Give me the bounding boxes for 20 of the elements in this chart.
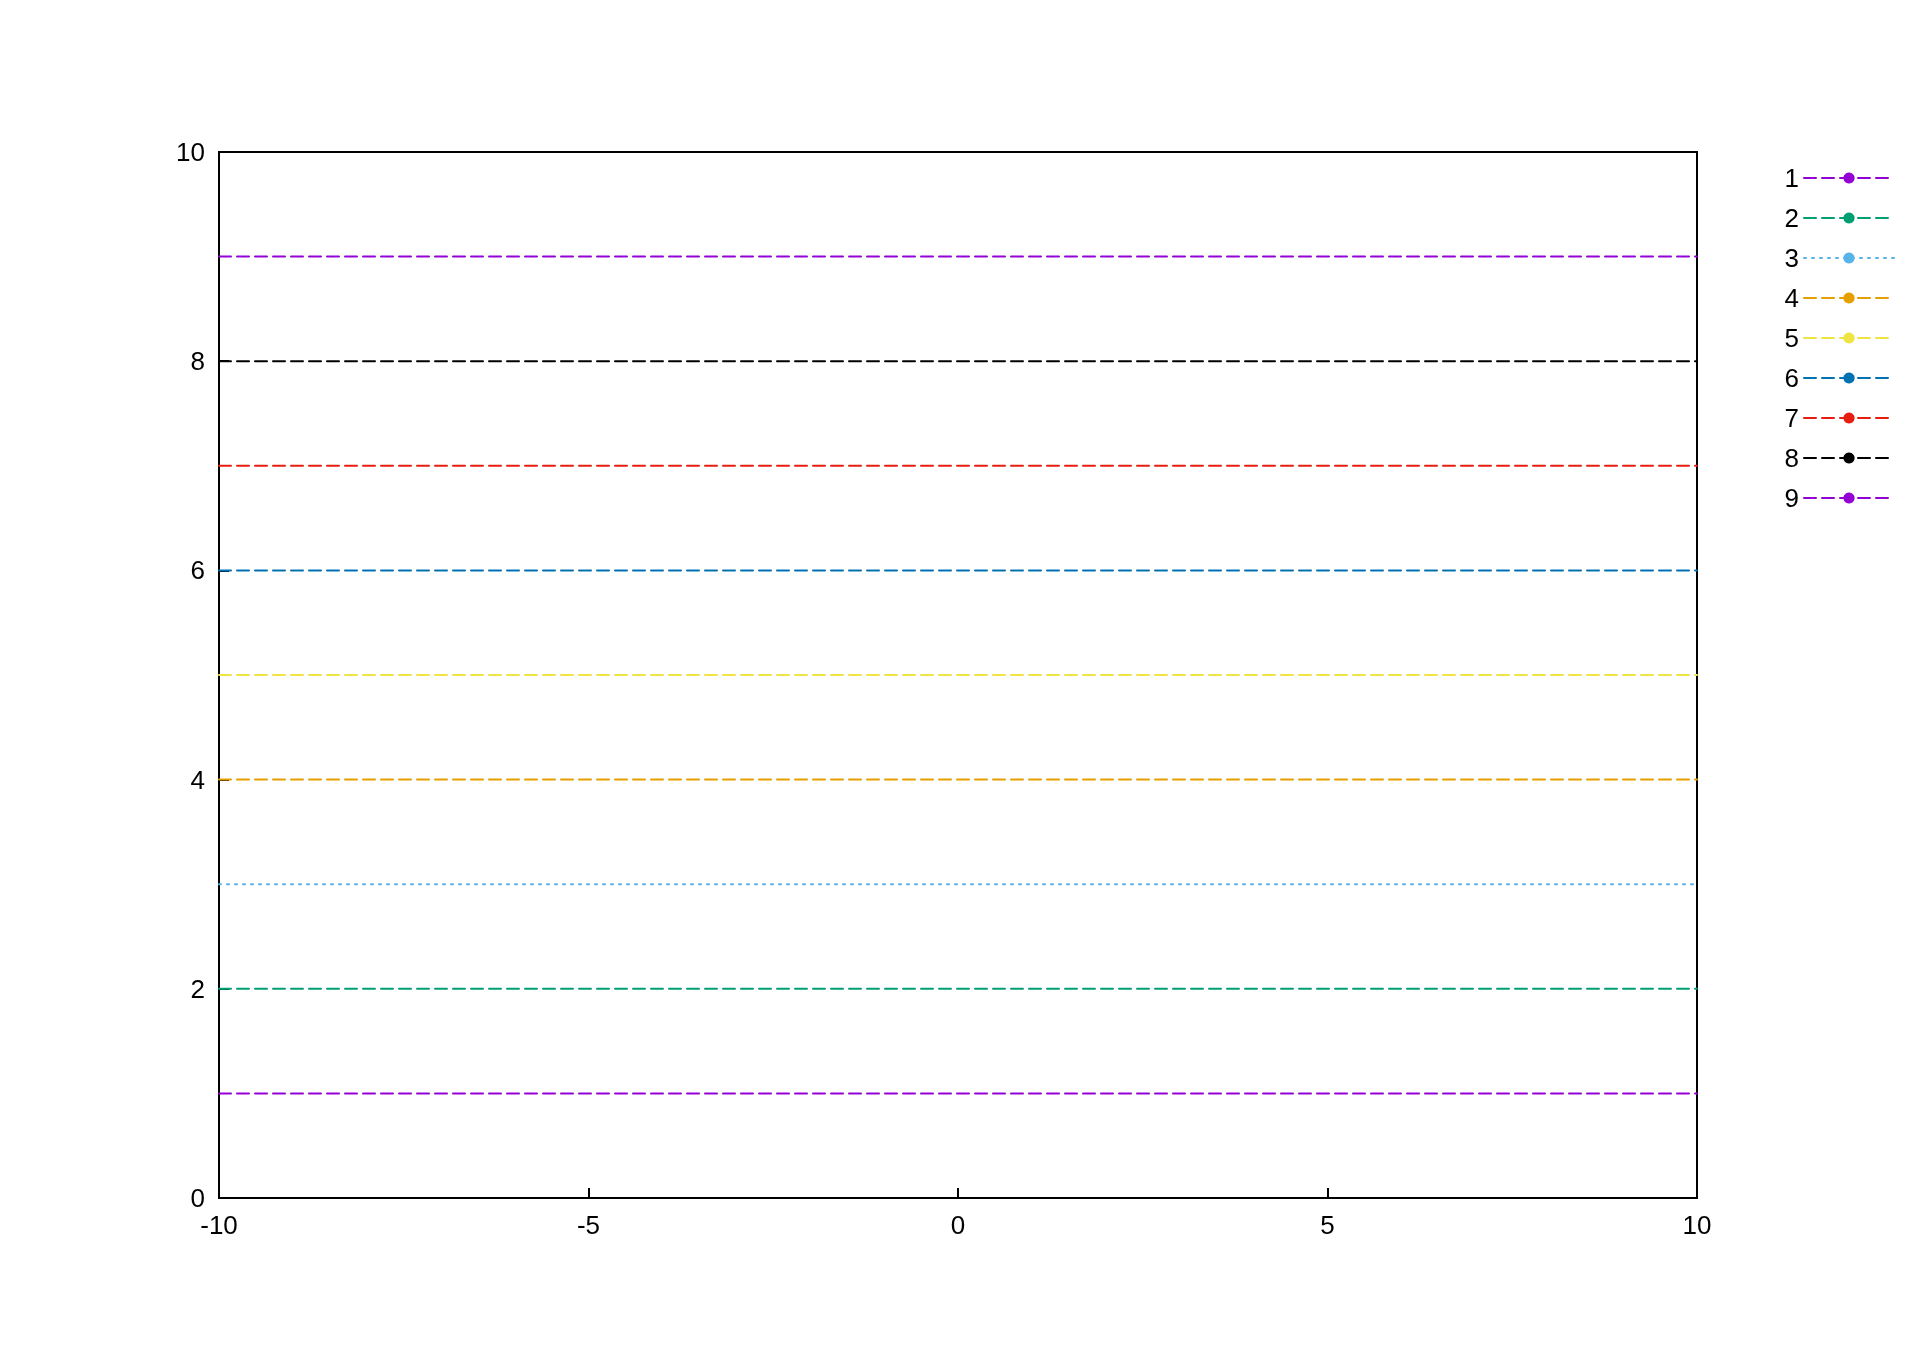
legend-label: 5 bbox=[1784, 323, 1799, 353]
legend-label: 9 bbox=[1784, 483, 1799, 513]
legend-label: 6 bbox=[1784, 363, 1799, 393]
y-tick-label: 2 bbox=[190, 973, 205, 1004]
y-tick-label: 8 bbox=[190, 346, 205, 377]
y-tick-label: 4 bbox=[190, 764, 205, 795]
legend-label: 2 bbox=[1784, 203, 1799, 233]
y-tick-label: 0 bbox=[190, 1183, 205, 1213]
x-tick-label: -10 bbox=[200, 1210, 238, 1240]
legend-label: 1 bbox=[1784, 163, 1799, 193]
legend-label: 8 bbox=[1784, 443, 1799, 473]
x-tick-label: 5 bbox=[1320, 1210, 1335, 1240]
x-tick-label: -5 bbox=[576, 1210, 601, 1240]
x-tick-label: 0 bbox=[950, 1210, 966, 1240]
legend-label: 4 bbox=[1784, 283, 1799, 313]
y-tick-label: 10 bbox=[176, 137, 205, 167]
legend-label: 7 bbox=[1784, 403, 1799, 433]
y-tick-label: 6 bbox=[190, 555, 205, 586]
legend-label: 3 bbox=[1784, 243, 1799, 273]
x-tick-label: 10 bbox=[1682, 1210, 1712, 1240]
